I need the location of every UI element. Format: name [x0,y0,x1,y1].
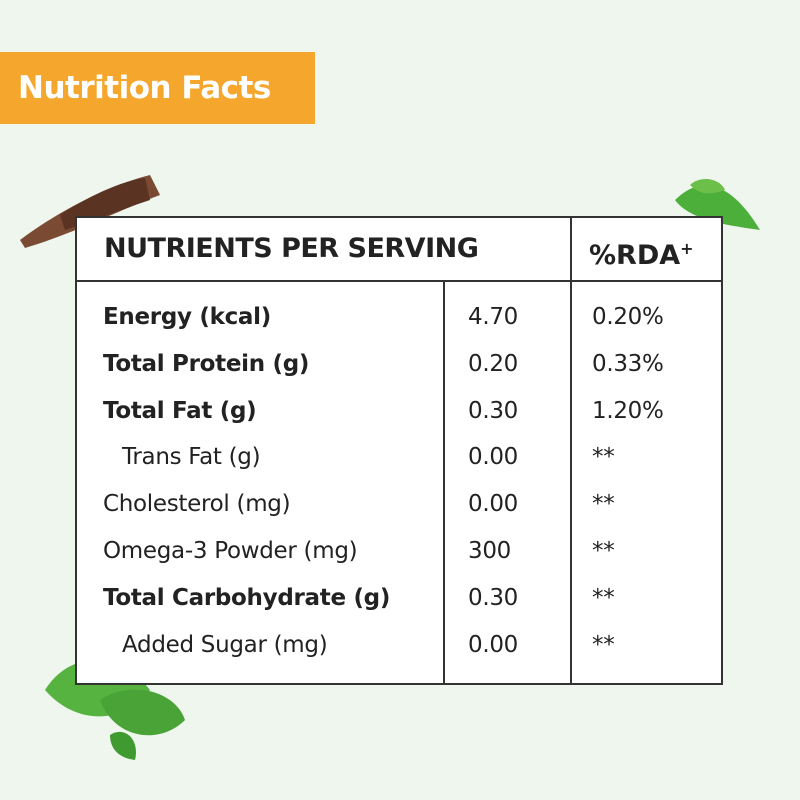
rda: ** [592,491,615,518]
nutrient: Cholesterol (mg) [103,491,291,518]
rda-label: %RDA [589,240,681,271]
rda: 0.33% [592,350,664,377]
leaf [675,185,760,230]
title-banner: Nutrition Facts [0,52,315,124]
rda: 0.20% [592,304,664,330]
column-divider [570,218,572,683]
amount: 4.70 [468,304,519,330]
nutrient: Trans Fat (g) [122,444,261,471]
amount: 0.00 [468,631,519,658]
nutrient: Total Fat (g) [103,397,257,424]
rda-heading: %RDA+ [589,218,694,287]
column-divider [443,280,445,683]
rda: ** [592,584,615,611]
leaf [100,689,185,736]
amount: 0.30 [468,397,519,424]
nutrition-table: NUTRIENTS PER SERVING %RDA+ Energy (kcal… [75,216,723,685]
nutrient: Added Sugar (mg) [122,631,328,658]
amount: 0.00 [468,491,519,518]
rda: ** [592,631,615,658]
rda: ** [592,538,615,564]
nutrient: Energy (kcal) [103,304,271,330]
amount: 0.00 [468,444,519,471]
leaf [690,178,725,194]
leaf [110,731,136,760]
heading: NUTRIENTS PER SERVING [104,233,479,264]
amount: 0.30 [468,584,519,611]
table-header: NUTRIENTS PER SERVING %RDA+ [77,218,721,282]
nutrient: Total Carbohydrate (g) [103,584,391,611]
amount: 300 [468,538,511,564]
amount: 0.20 [468,350,519,377]
rda: ** [592,444,615,471]
nutrient: Omega-3 Powder (mg) [103,538,358,564]
rda-mark: + [680,239,694,258]
nutrient: Total Protein (g) [103,350,310,377]
rda: 1.20% [592,397,664,424]
